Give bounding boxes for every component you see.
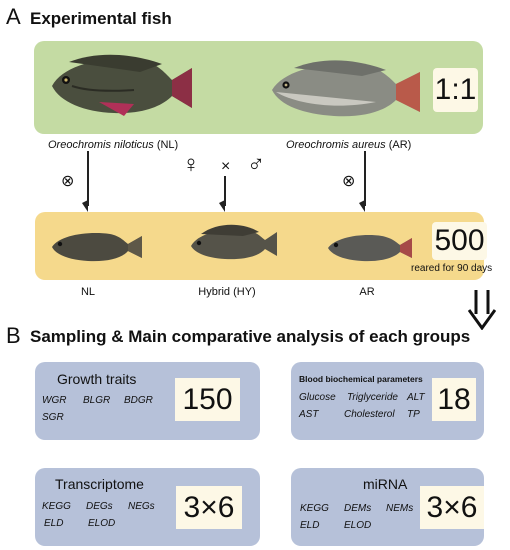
hybrid-offspring-label: Hybrid (HY) bbox=[198, 286, 256, 298]
mirna-card: miRNA KEGG DEMs NEMs ELD ELOD 3×6 bbox=[291, 468, 484, 546]
mirna-sample-count: 3×6 bbox=[420, 486, 484, 529]
self-cross-right-icon: ⊗ bbox=[342, 173, 356, 190]
offspring-count-box: 500 bbox=[432, 222, 487, 260]
growth-traits-card: Growth traits WGR BLGR BDGR SGR 150 bbox=[35, 362, 260, 440]
ar-offspring-fish-image bbox=[328, 235, 412, 262]
nl-offspring-fish-image bbox=[52, 233, 142, 262]
growth-item-bdgr: BDGR bbox=[124, 395, 153, 406]
ar-fish-image bbox=[272, 60, 420, 117]
hybrid-offspring-fish-image bbox=[191, 224, 277, 260]
transcriptome-card: Transcriptome KEGG DEGs NEGs ELD ELOD 3×… bbox=[35, 468, 260, 546]
mirna-item-elod: ELOD bbox=[344, 520, 372, 531]
times-symbol: × bbox=[221, 158, 231, 175]
growth-item-wgr: WGR bbox=[42, 395, 67, 406]
section-b-letter: B bbox=[6, 323, 21, 348]
nl-parent-label: Oreochromis niloticus (NL) bbox=[48, 139, 178, 151]
blood-item-triglyceride: Triglyceride bbox=[347, 392, 398, 403]
nl-fish-image bbox=[52, 54, 192, 116]
blood-parameters-card: Blood biochemical parameters Glucose Tri… bbox=[291, 362, 484, 440]
mirna-title: miRNA bbox=[363, 476, 408, 492]
transcriptome-item-degs: DEGs bbox=[86, 501, 113, 512]
ar-species-name: Oreochromis aureus bbox=[286, 139, 386, 151]
transcriptome-item-negs: NEGs bbox=[128, 501, 155, 512]
blood-item-glucose: Glucose bbox=[299, 392, 336, 403]
mirna-item-nems: NEMs bbox=[386, 503, 414, 514]
ar-parent-label: Oreochromis aureus (AR) bbox=[286, 139, 411, 151]
section-a-title: Experimental fish bbox=[30, 9, 172, 28]
cross-arrows bbox=[82, 151, 366, 212]
self-cross-left-icon: ⊗ bbox=[61, 173, 75, 190]
blood-item-tp: TP bbox=[407, 409, 420, 420]
blood-item-alt: ALT bbox=[407, 392, 425, 403]
ar-offspring-label: AR bbox=[359, 286, 375, 298]
transcriptome-item-elod: ELOD bbox=[88, 518, 116, 529]
ratio-box: 1:1 bbox=[433, 68, 478, 112]
growth-item-blgr: BLGR bbox=[83, 395, 111, 406]
rearing-note: reared for 90 days bbox=[411, 263, 493, 274]
transcriptome-item-kegg: KEGG bbox=[42, 501, 71, 512]
nl-species-name: Oreochromis niloticus bbox=[48, 139, 154, 151]
growth-traits-title: Growth traits bbox=[57, 371, 137, 387]
section-b-title: Sampling & Main comparative analysis of … bbox=[30, 327, 471, 346]
female-icon: ♀ bbox=[182, 151, 200, 178]
mirna-item-eld: ELD bbox=[300, 520, 320, 531]
nl-offspring-label: NL bbox=[80, 286, 96, 298]
section-a-letter: A bbox=[6, 4, 21, 29]
blood-item-cholesterol: Cholesterol bbox=[344, 409, 395, 420]
mirna-item-dems: DEMs bbox=[344, 503, 372, 514]
growth-item-sgr: SGR bbox=[42, 412, 64, 423]
transcriptome-item-eld: ELD bbox=[44, 518, 64, 529]
transcriptome-title: Transcriptome bbox=[55, 476, 144, 492]
ar-abbr: (AR) bbox=[388, 139, 412, 151]
blood-item-ast: AST bbox=[299, 409, 319, 420]
mirna-item-kegg: KEGG bbox=[300, 503, 329, 514]
nl-abbr: (NL) bbox=[156, 139, 179, 151]
blood-parameters-title: Blood biochemical parameters bbox=[299, 374, 423, 384]
male-icon: ♂ bbox=[247, 151, 265, 178]
transcriptome-sample-count: 3×6 bbox=[176, 486, 242, 529]
double-down-arrow-icon bbox=[468, 290, 496, 330]
growth-sample-count: 150 bbox=[175, 378, 240, 421]
blood-sample-count: 18 bbox=[432, 378, 476, 421]
